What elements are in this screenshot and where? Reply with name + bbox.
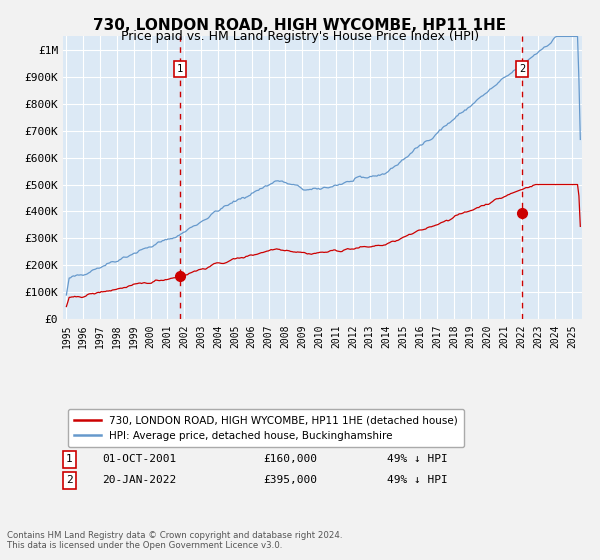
Text: 2: 2 [66,475,73,486]
Legend: 730, LONDON ROAD, HIGH WYCOMBE, HP11 1HE (detached house), HPI: Average price, d: 730, LONDON ROAD, HIGH WYCOMBE, HP11 1HE… [68,409,464,447]
Text: 49% ↓ HPI: 49% ↓ HPI [388,475,448,486]
Text: Price paid vs. HM Land Registry's House Price Index (HPI): Price paid vs. HM Land Registry's House … [121,30,479,43]
Text: 49% ↓ HPI: 49% ↓ HPI [388,454,448,464]
Text: £160,000: £160,000 [263,454,317,464]
Text: 2: 2 [519,64,526,74]
Text: 1: 1 [66,454,73,464]
Text: 1: 1 [177,64,183,74]
Text: 730, LONDON ROAD, HIGH WYCOMBE, HP11 1HE: 730, LONDON ROAD, HIGH WYCOMBE, HP11 1HE [94,18,506,34]
Text: 20-JAN-2022: 20-JAN-2022 [102,475,176,486]
Text: 01-OCT-2001: 01-OCT-2001 [102,454,176,464]
Text: £395,000: £395,000 [263,475,317,486]
Text: Contains HM Land Registry data © Crown copyright and database right 2024.
This d: Contains HM Land Registry data © Crown c… [7,530,343,550]
